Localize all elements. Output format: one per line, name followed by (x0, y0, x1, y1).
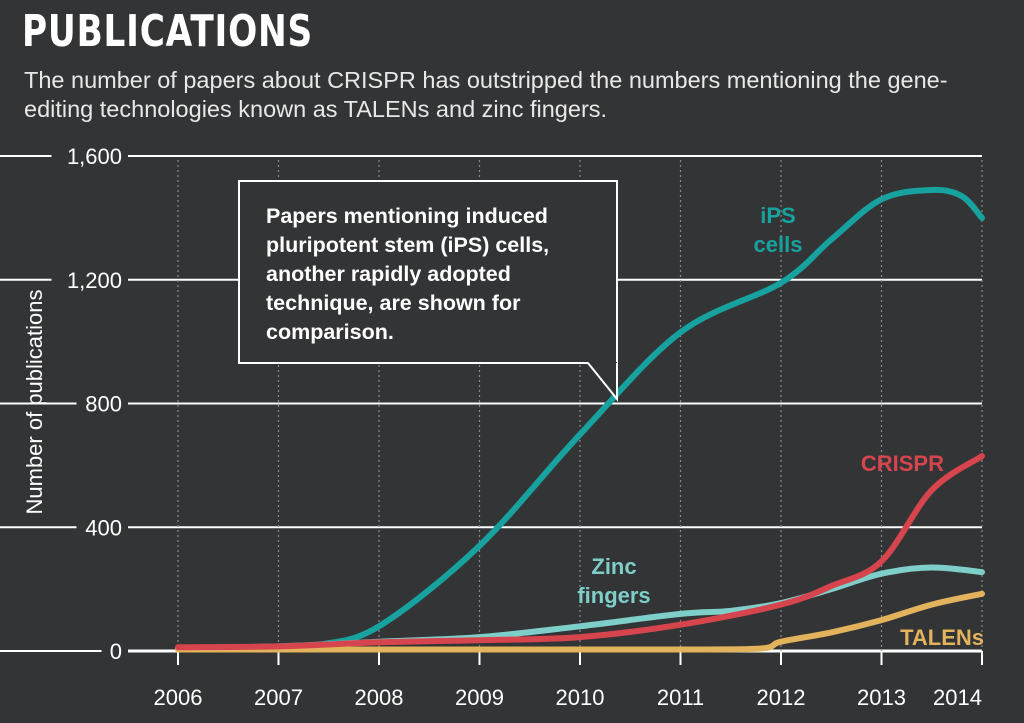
chart-subtitle: The number of papers about CRISPR has ou… (24, 67, 948, 122)
series-label-crispr: CRISPR (861, 451, 944, 476)
series-labels: iPS cells CRISPR Zinc fingers TALENs (577, 203, 984, 650)
x-tick-label: 2013 (857, 685, 906, 710)
series-label-ips-cells: iPS cells (754, 203, 803, 257)
y-tick-label: 1,600 (67, 144, 122, 169)
x-tick-label: 2008 (355, 685, 404, 710)
x-tick-label: 2012 (757, 685, 806, 710)
y-tick-label: 0 (110, 639, 122, 664)
series-line-talens (175, 590, 985, 653)
y-tick-label: 800 (85, 392, 122, 417)
x-axis: 2006 2007 2008 2009 2010 2011 2012 2013 2014 (154, 651, 983, 710)
y-axis: 0 400 800 1,200 1,600 (67, 144, 122, 664)
y-axis-title: Number of publications (22, 289, 47, 514)
y-tick-label: 400 (85, 515, 122, 540)
series-label-zinc-fingers: Zinc fingers (577, 554, 650, 608)
x-tick-label: 2010 (556, 685, 605, 710)
x-tick-label: 2009 (455, 685, 504, 710)
y-tick-label: 1,200 (67, 268, 122, 293)
page-title: PUBLICATIONS (22, 6, 314, 57)
series-line-crispr (175, 453, 985, 651)
x-tick-label: 2011 (657, 685, 704, 710)
series-lines (175, 186, 985, 653)
callout-box: Papers mentioning induced pluripotent st… (238, 180, 618, 364)
x-tick-label: 2006 (154, 685, 203, 710)
callout-text: Papers mentioning induced pluripotent st… (266, 204, 550, 344)
series-label-talens: TALENs (900, 625, 984, 650)
x-tick-label: 2014 (933, 685, 982, 710)
x-tick-label: 2007 (254, 685, 303, 710)
